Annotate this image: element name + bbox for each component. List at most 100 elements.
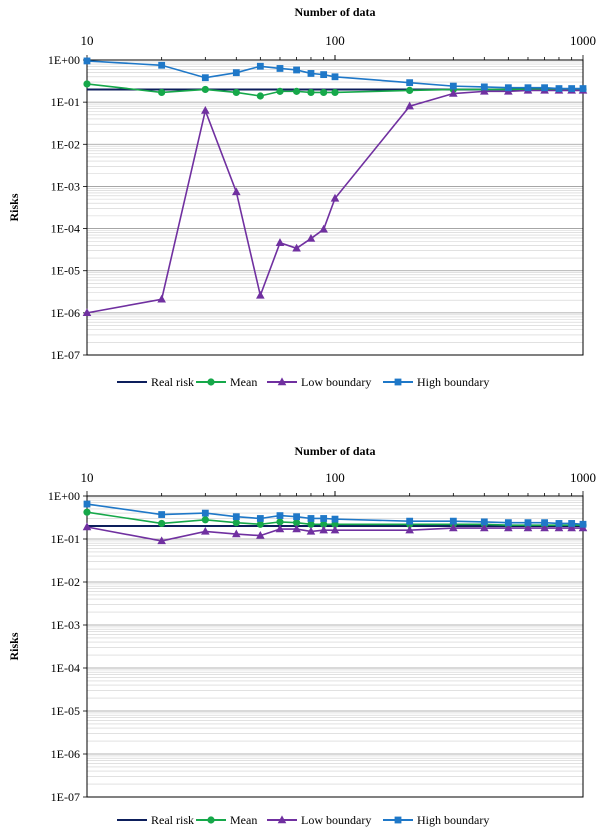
data-point (293, 513, 300, 521)
data-point (319, 224, 328, 233)
legend-item: Low boundary (267, 813, 371, 827)
legend-item: High boundary (383, 375, 489, 389)
data-point (201, 526, 210, 535)
data-point (256, 290, 265, 299)
data-point (524, 519, 532, 527)
data-point (406, 79, 414, 87)
x-axis-label: Number of data (294, 5, 375, 19)
data-point (82, 522, 92, 531)
legend-label: High boundary (417, 813, 489, 827)
y-tick-label: 1E-03 (51, 618, 80, 632)
data-point (449, 517, 457, 525)
y-tick-label: 1E-05 (51, 264, 80, 278)
data-point (292, 243, 301, 252)
data-point (158, 511, 166, 518)
data-point (405, 101, 414, 110)
x-tick-label: 100 (325, 470, 345, 485)
data-point (480, 518, 488, 526)
x-axis-label: Number of data (294, 444, 375, 458)
data-point (307, 70, 315, 77)
data-point (406, 517, 414, 525)
y-tick-label: 1E-04 (51, 661, 80, 675)
data-point (480, 83, 488, 91)
y-tick-label: 1E+00 (48, 489, 80, 503)
data-point (320, 88, 328, 97)
data-point (579, 520, 587, 528)
gridlines (87, 59, 583, 356)
data-point (82, 308, 92, 317)
legend: Real risk Mean Low boundary High boundary (117, 375, 489, 389)
legend-marker (277, 377, 287, 386)
data-point (307, 520, 315, 528)
data-point (320, 515, 328, 522)
series-low-boundary (82, 522, 588, 545)
legend-label: Mean (230, 375, 257, 389)
data-point (306, 526, 316, 535)
y-tick-label: 1E-07 (51, 348, 80, 362)
x-tick-label: 10 (81, 470, 94, 485)
data-point (157, 294, 166, 303)
legend-label: Low boundary (301, 813, 371, 827)
y-tick-label: 1E-07 (51, 790, 80, 804)
data-point (331, 73, 339, 81)
series-high-boundary (83, 500, 587, 528)
data-point (331, 88, 339, 97)
data-point (406, 86, 414, 94)
y-tick-label: 1E+00 (48, 53, 80, 67)
data-point (293, 66, 300, 74)
data-point (320, 71, 328, 79)
legend-marker (394, 378, 402, 386)
legend: Real risk Mean Low boundary High boundary (117, 813, 489, 827)
data-point (541, 519, 548, 527)
data-point (232, 88, 240, 97)
data-point (232, 519, 240, 527)
legend-item: Mean (196, 375, 257, 389)
data-point (256, 92, 264, 100)
data-point (201, 516, 209, 524)
data-point (480, 523, 489, 532)
data-point (330, 193, 340, 202)
series-line (86, 89, 583, 314)
data-point (320, 520, 328, 528)
data-point (256, 62, 264, 70)
legend-item: High boundary (383, 813, 489, 827)
legend-label: Real risk (151, 375, 194, 389)
y-axis-label: Risks (7, 193, 21, 221)
x-tick-label: 1000 (570, 470, 596, 485)
legend-marker (207, 378, 215, 386)
x-axis: 10 100 1000 (81, 470, 596, 496)
data-point (523, 523, 533, 532)
x-tick-label: 100 (325, 33, 345, 48)
legend-marker (394, 816, 402, 824)
data-point (504, 519, 512, 527)
x-axis: 10 100 1000 (81, 33, 596, 60)
data-point (319, 525, 328, 534)
data-point (83, 508, 91, 516)
y-axis: 1E+00 1E-01 1E-02 1E-03 1E-04 1E-05 1E-06 1E-07 (48, 489, 87, 804)
legend-label: High boundary (417, 375, 489, 389)
data-point (307, 515, 315, 522)
data-point (158, 61, 166, 69)
y-tick-label: 1E-01 (51, 532, 80, 546)
data-point (232, 69, 240, 77)
legend-item: Low boundary (267, 375, 371, 389)
data-point (158, 519, 166, 528)
data-point (554, 523, 564, 532)
series-high-boundary (83, 57, 587, 92)
data-point (567, 523, 576, 532)
data-point (480, 86, 489, 95)
data-point (157, 536, 166, 545)
legend-label: Mean (230, 813, 257, 827)
data-point (307, 88, 315, 97)
y-tick-label: 1E-03 (51, 179, 80, 193)
y-tick-label: 1E-04 (51, 222, 80, 236)
data-point (579, 85, 587, 92)
data-point (292, 87, 301, 95)
data-point (555, 85, 563, 92)
data-point (331, 515, 339, 523)
data-point (201, 74, 209, 82)
y-tick-label: 1E-06 (51, 747, 80, 761)
